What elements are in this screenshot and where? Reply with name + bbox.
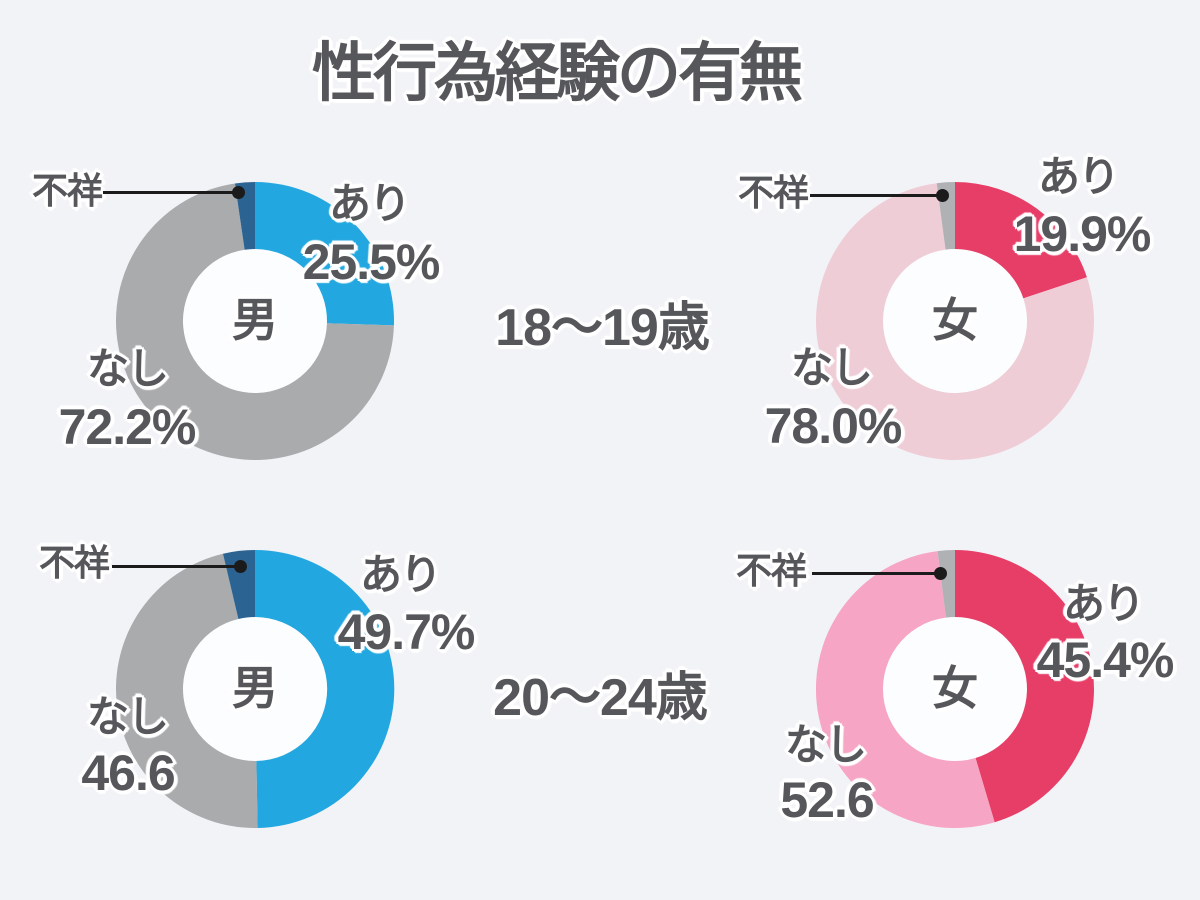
slice-value-nashi: 72.2% <box>58 399 197 455</box>
donut-slice-あり <box>255 549 395 828</box>
donut-hole <box>882 616 1028 762</box>
slice-value-nashi: 78.0% <box>764 398 903 454</box>
donut-slice-不祥 <box>234 182 255 250</box>
donut-center-label: 男 <box>232 662 278 714</box>
slice-value-nashi: 52.6 <box>780 772 874 828</box>
leader-line <box>810 189 949 202</box>
slice-label-ari: あり <box>1037 153 1120 200</box>
leader-dot <box>934 567 947 580</box>
donut-center-label: 女 <box>932 662 978 714</box>
slice-label-fusho: 不祥 <box>735 550 807 591</box>
donut-ring-female-18-19 <box>815 182 1094 461</box>
slice-label-ari: あり <box>1062 580 1145 627</box>
donut-slice-不祥 <box>937 550 955 618</box>
slice-value-ari: 49.7% <box>337 604 476 660</box>
donut-hole <box>882 248 1028 394</box>
donut-slice-あり <box>955 550 1094 823</box>
donut-hole <box>182 616 328 762</box>
donut-ring-female-20-24 <box>815 550 1094 829</box>
leader-dot <box>232 186 245 199</box>
donut-ring-male-20-24 <box>115 549 395 829</box>
slice-label-ari: あり <box>328 180 411 227</box>
donut-slice-なし <box>115 553 258 829</box>
slice-label-nashi: なし <box>784 721 867 768</box>
page-title: 性行為経験の有無 <box>312 37 803 109</box>
age-group-label-20-24: 20〜24歳 <box>493 669 708 727</box>
age-group-label-18-19: 18〜19歳 <box>495 299 710 357</box>
leader-dot <box>936 189 949 202</box>
leader-line <box>112 560 247 573</box>
donut-slice-なし <box>115 183 394 461</box>
slice-value-ari: 19.9% <box>1013 206 1152 262</box>
donut-slice-あり <box>955 182 1087 299</box>
slice-value-ari: 45.4% <box>1036 632 1175 688</box>
slice-label-nashi: なし <box>86 693 169 740</box>
donut-slice-あり <box>255 182 394 326</box>
slice-label-fusho: 不祥 <box>31 170 103 211</box>
donut-center-label: 女 <box>932 294 978 346</box>
donut-ring-male-18-19 <box>115 182 394 461</box>
slice-value-nashi: 46.6 <box>81 745 175 801</box>
donut-slice-なし <box>815 183 1094 461</box>
leader-dot <box>234 560 247 573</box>
leader-line <box>103 186 245 199</box>
slice-label-fusho: 不祥 <box>38 542 110 583</box>
slice-label-ari: あり <box>359 551 442 598</box>
leader-line <box>812 567 947 580</box>
slice-label-nashi: なし <box>790 344 873 391</box>
slice-label-nashi: なし <box>86 345 169 392</box>
donut-hole <box>182 248 328 394</box>
donut-slice-なし <box>815 551 995 829</box>
slice-label-fusho: 不祥 <box>737 172 809 213</box>
donut-center-label: 男 <box>232 294 278 346</box>
slice-value-ari: 25.5% <box>302 234 441 290</box>
